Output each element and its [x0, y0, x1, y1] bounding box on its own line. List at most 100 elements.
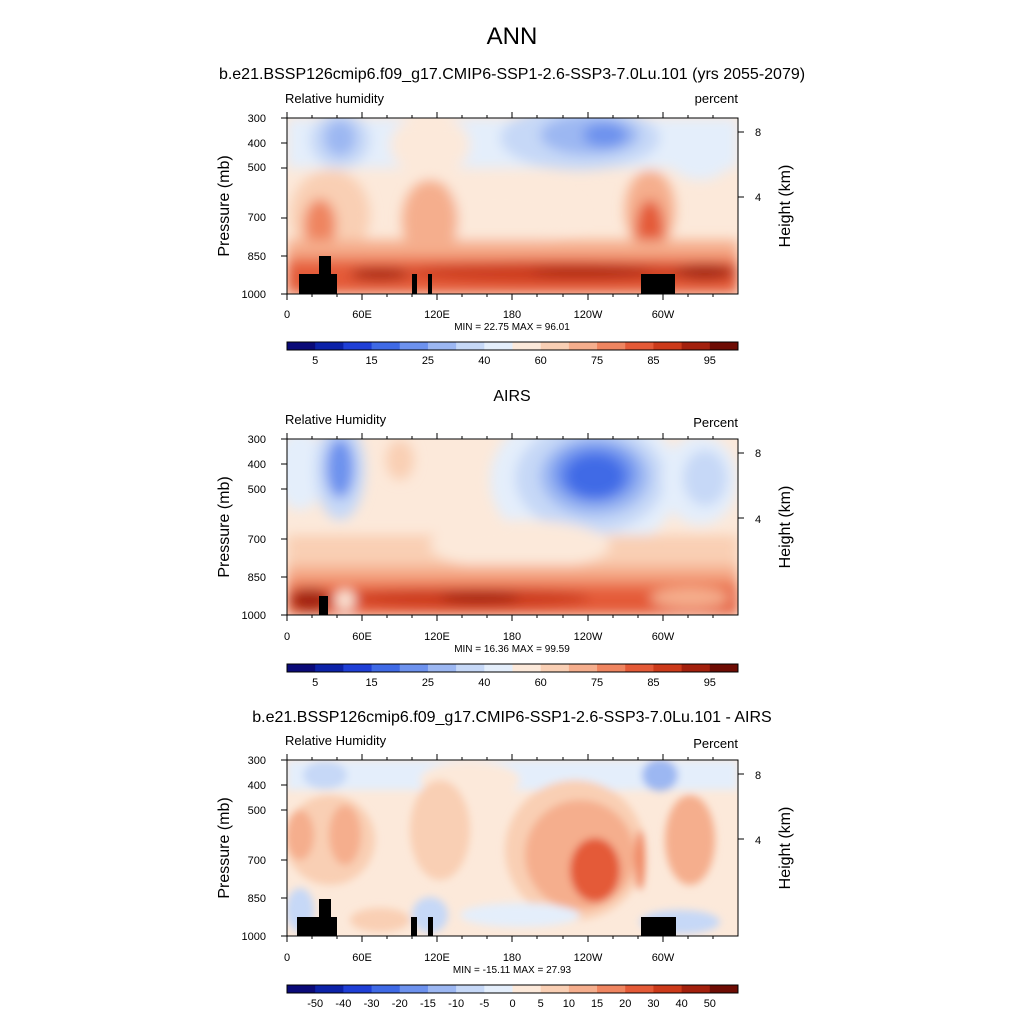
- colorbar-label: 75: [591, 355, 603, 367]
- x-tick-label: 120E: [424, 952, 450, 964]
- panel-difference: b.e21.BSSP126cmip6.f09_g17.CMIP6-SSP1-2.…: [216, 709, 794, 1010]
- colorbar-label: 60: [535, 355, 547, 367]
- colorbar-swatch: [456, 342, 485, 350]
- colorbar-frame: [286, 341, 739, 351]
- x-tick-label: 60W: [652, 631, 675, 643]
- x-tick-label: 0: [284, 309, 290, 321]
- y2-tick-label: 4: [755, 835, 761, 847]
- y2-tick-label: 8: [755, 770, 761, 782]
- colorbar-swatch: [484, 664, 513, 672]
- y-tick-label: 400: [248, 780, 266, 792]
- colorbar-label: 10: [563, 998, 575, 1010]
- y-tick-label: 400: [248, 138, 266, 150]
- y2-axis: 8 4: [755, 770, 761, 847]
- right-label: percent: [695, 91, 739, 106]
- panel-title: b.e21.BSSP126cmip6.f09_g17.CMIP6-SSP1-2.…: [219, 66, 805, 83]
- colorbar-label: 5: [538, 998, 544, 1010]
- y2-axis: 8 4: [755, 127, 761, 204]
- colorbar-swatch: [399, 342, 429, 350]
- colorbar-swatch: [709, 342, 739, 350]
- x-tick-label: 60W: [652, 952, 675, 964]
- colorbar-swatch: [343, 342, 373, 350]
- colorbar-label: 60: [535, 677, 547, 689]
- colorbar-label: 40: [676, 998, 688, 1010]
- x-axis: 0 60E 120E 180 120W 60W: [284, 631, 675, 643]
- colorbar-swatch: [399, 664, 429, 672]
- colorbar-swatch: [512, 342, 542, 350]
- colorbar-swatch: [456, 985, 485, 993]
- y-axis-title: Pressure (mb): [216, 476, 233, 577]
- y-axis: 300 400 500 700 850 1000: [242, 113, 266, 301]
- colorbar-swatch: [625, 985, 654, 993]
- colorbar-swatch: [653, 985, 683, 993]
- colorbar-swatch: [653, 664, 683, 672]
- y2-axis-title: Height (km): [777, 807, 794, 890]
- colorbar-swatch: [315, 985, 344, 993]
- panel-title: b.e21.BSSP126cmip6.f09_g17.CMIP6-SSP1-2.…: [252, 709, 771, 726]
- colorbar-frame: [286, 663, 739, 673]
- colorbar-label: 25: [422, 355, 434, 367]
- y-tick-label: 850: [248, 251, 266, 263]
- colorbar-swatch: [427, 342, 457, 350]
- y-tick-label: 850: [248, 893, 266, 905]
- figure-title: ANN: [487, 23, 538, 50]
- colorbar-swatch: [287, 342, 316, 350]
- min-max-stats: MIN = 16.36 MAX = 99.59: [454, 644, 570, 655]
- colorbar-swatch: [681, 342, 711, 350]
- right-label: Percent: [693, 415, 738, 430]
- colorbar-swatch: [484, 342, 513, 350]
- colorbar-label: 25: [422, 677, 434, 689]
- colorbar-swatch: [484, 985, 513, 993]
- colorbar-swatch: [315, 664, 344, 672]
- panel-title: AIRS: [493, 388, 530, 405]
- colorbar-swatch: [371, 985, 401, 993]
- colorbar-label: 0: [509, 998, 515, 1010]
- left-label: Relative Humidity: [285, 733, 387, 748]
- colorbar-label: -5: [479, 998, 489, 1010]
- x-tick-label: 0: [284, 952, 290, 964]
- x-axis: 0 60E 120E 180 120W 60W: [284, 309, 675, 321]
- colorbar-swatch: [568, 664, 598, 672]
- colorbar-label: 15: [365, 355, 377, 367]
- colorbar-swatch: [597, 664, 626, 672]
- y-tick-label: 850: [248, 572, 266, 584]
- colorbar-swatch: [456, 664, 485, 672]
- colorbar-label: -40: [335, 998, 351, 1010]
- x-tick-label: 180: [503, 631, 521, 643]
- y-tick-label: 500: [248, 162, 266, 174]
- y-tick-label: 300: [248, 434, 266, 446]
- colorbar-label: 85: [647, 677, 659, 689]
- colorbar-label: -15: [420, 998, 436, 1010]
- colorbar-swatch: [568, 985, 598, 993]
- x-tick-label: 120E: [424, 309, 450, 321]
- colorbar-label: -30: [364, 998, 380, 1010]
- colorbar-swatch: [287, 664, 316, 672]
- y-tick-label: 500: [248, 805, 266, 817]
- colorbar: -50 -40 -30 -20 -15 -10 -5 0 5 10 15 20 30 40 50: [286, 984, 739, 1010]
- x-tick-label: 60E: [352, 309, 372, 321]
- y-tick-label: 700: [248, 534, 266, 546]
- y-tick-label: 1000: [242, 289, 266, 301]
- colorbar-label: 85: [647, 355, 659, 367]
- y-tick-label: 700: [248, 855, 266, 867]
- x-tick-label: 180: [503, 952, 521, 964]
- colorbar-swatch: [625, 342, 654, 350]
- x-tick-label: 120W: [574, 952, 603, 964]
- colorbar-label: 30: [647, 998, 659, 1010]
- y-tick-label: 300: [248, 113, 266, 125]
- colorbar-label: 15: [365, 677, 377, 689]
- colorbar-label: 20: [619, 998, 631, 1010]
- colorbar-swatch: [343, 985, 373, 993]
- left-label: Relative Humidity: [285, 412, 387, 427]
- colorbar-frame: [286, 984, 739, 994]
- x-tick-label: 120W: [574, 631, 603, 643]
- colorbar-swatch: [371, 342, 401, 350]
- x-tick-label: 60E: [352, 631, 372, 643]
- colorbar-swatch: [540, 342, 570, 350]
- y-axis: 300 400 500 700 850 1000: [242, 434, 266, 622]
- x-tick-label: 0: [284, 631, 290, 643]
- colorbar-swatch: [597, 342, 626, 350]
- y-tick-label: 700: [248, 212, 266, 224]
- x-tick-label: 120W: [574, 309, 603, 321]
